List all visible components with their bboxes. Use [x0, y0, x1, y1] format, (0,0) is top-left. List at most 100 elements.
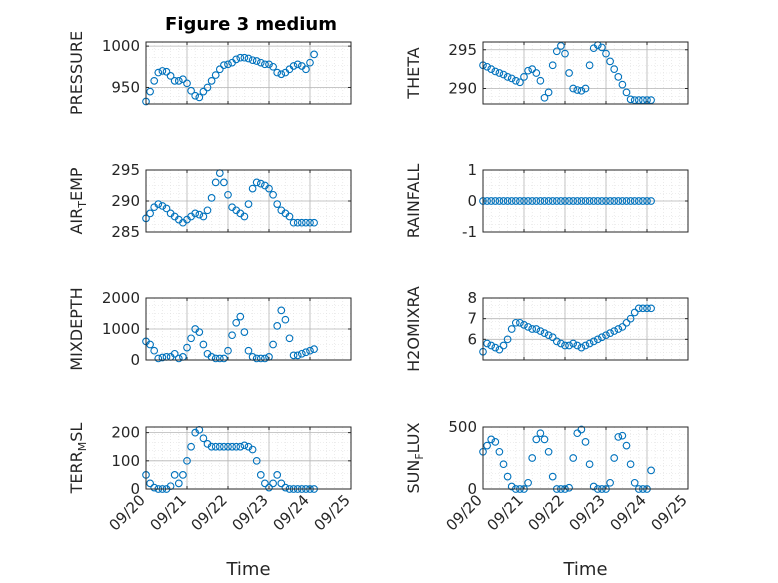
data-point [199, 340, 208, 349]
data-point [244, 200, 253, 208]
data-point [224, 442, 232, 451]
data-point [520, 321, 528, 329]
data-point [273, 68, 282, 77]
x-axis-label: Time [562, 559, 607, 580]
data-point [552, 197, 561, 205]
data-point [622, 318, 631, 327]
data-point [614, 73, 623, 81]
data-point [511, 197, 520, 205]
data-point [602, 49, 610, 58]
axes-box [482, 297, 689, 361]
y-tick-label: -1 [462, 223, 477, 241]
data-point [548, 61, 557, 70]
data-point [626, 314, 635, 323]
axes-box [145, 297, 352, 361]
y-tick-label: 0 [130, 351, 140, 369]
y-tick-label: 1000 [102, 320, 140, 338]
data-point [281, 483, 290, 492]
data-point [224, 346, 232, 355]
data-point [610, 454, 619, 462]
data-point [195, 328, 204, 336]
data-point [195, 210, 204, 219]
data-point [277, 70, 286, 79]
data-point [557, 339, 565, 348]
data-point [589, 197, 598, 205]
data-point [536, 76, 545, 85]
data-point [162, 204, 171, 213]
data-point [540, 93, 549, 102]
data-point [179, 471, 187, 479]
data-point [199, 212, 208, 221]
data-point [224, 60, 232, 69]
data-point [544, 197, 553, 205]
data-point [491, 67, 500, 76]
data-point [516, 78, 524, 87]
data-point [306, 346, 314, 355]
data-point [626, 460, 635, 469]
data-point [565, 483, 573, 492]
data-point [565, 197, 573, 205]
data-point [232, 318, 241, 327]
y-tick-label: 295 [448, 41, 477, 59]
y-tick-label: 285 [111, 223, 140, 241]
data-point [540, 329, 549, 337]
axes-box [145, 41, 352, 105]
data-point [643, 304, 651, 313]
data-point [630, 308, 639, 317]
axes-box [145, 426, 352, 490]
data-point [647, 466, 655, 475]
data-point [630, 197, 639, 205]
data-point [528, 454, 537, 462]
y-axis-label: PRESSURE [67, 31, 86, 115]
axes-box [482, 426, 689, 490]
data-point [483, 197, 491, 205]
data-point [544, 88, 553, 97]
data-point [557, 197, 565, 205]
data-point [528, 197, 537, 205]
data-point [532, 69, 541, 77]
data-point [499, 460, 508, 469]
subplot-mixdepth: 0 1000 2000 MIXDEPTH [67, 287, 352, 371]
data-point [626, 197, 635, 205]
data-point [634, 197, 643, 205]
data-point [224, 190, 232, 199]
data-point [150, 346, 159, 355]
data-point [561, 341, 569, 350]
data-point [183, 79, 191, 88]
data-point [302, 218, 310, 227]
data-point [544, 447, 553, 456]
data-point [252, 178, 261, 187]
subplot-air-temp: 285 290 295 AIRTEMP [67, 161, 352, 241]
data-point [491, 438, 500, 446]
data-point [248, 445, 257, 454]
data-point [540, 435, 549, 444]
data-point [561, 49, 569, 58]
data-point [581, 341, 590, 350]
data-point [273, 322, 282, 330]
data-point [252, 456, 261, 465]
data-point [273, 471, 282, 479]
data-point [310, 345, 318, 354]
data-point [207, 194, 216, 202]
data-point [269, 190, 277, 199]
subplot-h2omixra: 6 7 8 H2OMIXRA [404, 286, 689, 372]
data-point [647, 96, 655, 104]
x-axis-label: Time [225, 559, 270, 580]
data-point [483, 62, 491, 71]
data-point [647, 304, 655, 313]
data-point [634, 304, 643, 313]
data-point [532, 325, 541, 333]
data-point [557, 42, 565, 50]
data-point [191, 91, 200, 100]
data-point [569, 84, 578, 93]
data-point [565, 341, 573, 350]
data-point [297, 349, 306, 358]
data-point [220, 178, 228, 187]
y-tick-label: 6 [467, 330, 477, 348]
data-point [573, 197, 582, 205]
data-point [215, 442, 224, 451]
data-point [252, 57, 261, 65]
data-point [252, 354, 261, 363]
data-point [244, 54, 253, 63]
data-point [532, 197, 541, 205]
